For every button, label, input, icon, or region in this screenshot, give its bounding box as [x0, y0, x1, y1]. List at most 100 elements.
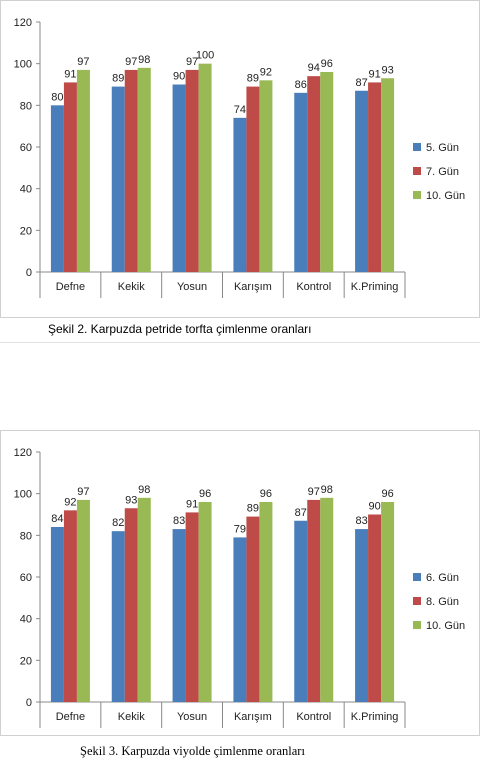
bar — [63, 82, 77, 273]
data-label: 97 — [77, 56, 89, 68]
y-tick-label: 20 — [20, 655, 32, 667]
data-label: 89 — [112, 73, 124, 85]
data-label: 80 — [51, 91, 63, 103]
bar — [50, 527, 64, 702]
bar — [111, 86, 125, 272]
bar — [307, 499, 321, 702]
legend-label: 10. Gün — [426, 620, 465, 632]
data-label: 90 — [368, 501, 380, 513]
data-label: 93 — [381, 64, 393, 76]
bar — [233, 117, 247, 272]
data-label: 83 — [355, 515, 367, 527]
bar — [124, 69, 138, 273]
bar — [307, 76, 321, 273]
legend-swatch — [413, 191, 421, 199]
y-tick-label: 100 — [14, 489, 32, 501]
chart-1-svg: 0 20 40 60 80 100 120 Defne Kekik Yosun Karışım Kon… — [0, 0, 480, 318]
data-label: 79 — [234, 523, 246, 535]
data-label: 93 — [125, 494, 137, 506]
chart-2-svg: 0 20 40 60 80 100 120 Defne Kekik Yosun Karışım Kon… — [0, 430, 480, 736]
chart-2: 0 20 40 60 80 100 120 Defne Kekik Yosun Karışım Kon… — [0, 430, 480, 736]
data-label: 91 — [186, 498, 198, 510]
bar — [137, 497, 151, 702]
legend-swatch — [413, 167, 421, 175]
data-label: 91 — [368, 68, 380, 80]
x-tick-label: Yosun — [177, 711, 207, 723]
data-label: 98 — [138, 484, 150, 496]
data-label: 83 — [173, 515, 185, 527]
bar — [259, 502, 273, 702]
bar — [355, 529, 369, 702]
bar — [381, 502, 395, 702]
legend-swatch — [413, 573, 421, 581]
x-tick-label: Yosun — [177, 281, 207, 293]
data-label: 97 — [77, 486, 89, 498]
bar — [63, 510, 77, 702]
bar — [198, 63, 212, 272]
x-tick-label: Karışım — [234, 711, 272, 723]
y-tick-label: 40 — [20, 614, 32, 626]
data-label: 92 — [260, 66, 272, 78]
bar — [246, 86, 260, 272]
legend-swatch — [413, 597, 421, 605]
x-tick-label: Kekik — [118, 281, 145, 293]
bar — [172, 529, 186, 702]
bar — [185, 512, 199, 702]
data-label: 96 — [260, 488, 272, 500]
data-label: 84 — [51, 513, 63, 525]
bar — [172, 84, 186, 272]
bar — [355, 90, 369, 272]
y-tick-label: 100 — [14, 59, 32, 71]
legend-swatch — [413, 143, 421, 151]
bar — [368, 82, 382, 273]
bar — [76, 69, 90, 273]
bar — [294, 520, 308, 702]
data-label: 86 — [295, 79, 307, 91]
y-tick-label: 0 — [26, 267, 32, 279]
legend-label: 5. Gün — [426, 142, 459, 154]
y-tick-label: 60 — [20, 572, 32, 584]
x-tick-label: Defne — [56, 711, 85, 723]
y-tick-label: 60 — [20, 142, 32, 154]
divider — [0, 342, 480, 343]
data-label: 87 — [295, 507, 307, 519]
x-tick-label: Defne — [56, 281, 85, 293]
y-tick-label: 120 — [14, 17, 32, 29]
data-label: 74 — [234, 104, 246, 116]
bar — [137, 67, 151, 272]
x-tick-label: Kontrol — [296, 281, 331, 293]
y-tick-label: 80 — [20, 530, 32, 542]
data-label: 89 — [247, 73, 259, 85]
bar — [185, 69, 199, 273]
data-label: 96 — [381, 488, 393, 500]
bar — [368, 514, 382, 702]
bar — [233, 537, 247, 702]
y-tick-label: 120 — [14, 447, 32, 459]
data-label: 87 — [355, 77, 367, 89]
data-label: 98 — [321, 484, 333, 496]
y-tick-label: 80 — [20, 100, 32, 112]
bar — [381, 78, 395, 272]
bar — [198, 502, 212, 702]
data-label: 96 — [321, 58, 333, 70]
legend-label: 7. Gün — [426, 166, 459, 178]
legend-label: 8. Gün — [426, 596, 459, 608]
data-label: 89 — [247, 503, 259, 515]
data-label: 97 — [125, 56, 137, 68]
y-tick-label: 40 — [20, 184, 32, 196]
x-tick-label: Kontrol — [296, 711, 331, 723]
bar — [246, 516, 260, 702]
bar — [259, 80, 273, 272]
y-tick-label: 0 — [26, 697, 32, 709]
chart-1-caption: Şekil 2. Karpuzda petride torfta çimlenm… — [48, 322, 312, 336]
bar — [320, 497, 334, 702]
data-label: 91 — [64, 68, 76, 80]
x-tick-label: Kekik — [118, 711, 145, 723]
data-label: 90 — [173, 71, 185, 83]
chart-1: 0 20 40 60 80 100 120 Defne Kekik Yosun Karışım Kon… — [0, 0, 480, 318]
data-label: 82 — [112, 517, 124, 529]
bar — [76, 499, 90, 702]
data-label: 100 — [196, 50, 214, 62]
data-label: 98 — [138, 54, 150, 66]
legend-label: 10. Gün — [426, 190, 465, 202]
